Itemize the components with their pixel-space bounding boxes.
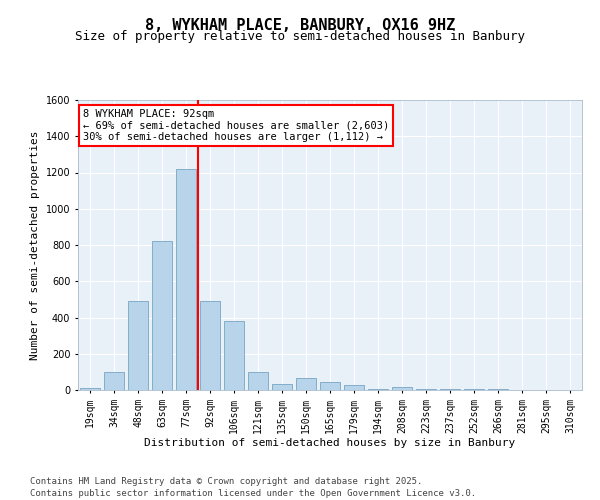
Bar [248,372,268,390]
Bar [152,242,172,390]
Bar [296,378,316,390]
Bar [320,382,340,390]
Bar [368,389,388,390]
Bar [176,169,196,390]
Bar [464,388,484,390]
Text: 8 WYKHAM PLACE: 92sqm
← 69% of semi-detached houses are smaller (2,603)
30% of s: 8 WYKHAM PLACE: 92sqm ← 69% of semi-deta… [83,108,389,142]
Text: 8, WYKHAM PLACE, BANBURY, OX16 9HZ: 8, WYKHAM PLACE, BANBURY, OX16 9HZ [145,18,455,32]
Bar [344,386,364,390]
X-axis label: Distribution of semi-detached houses by size in Banbury: Distribution of semi-detached houses by … [145,438,515,448]
Y-axis label: Number of semi-detached properties: Number of semi-detached properties [30,130,40,360]
Bar [200,301,220,390]
Bar [128,301,148,390]
Text: Contains HM Land Registry data © Crown copyright and database right 2025.
Contai: Contains HM Land Registry data © Crown c… [30,476,476,498]
Bar [104,372,124,390]
Bar [80,388,100,390]
Bar [416,388,436,390]
Text: Size of property relative to semi-detached houses in Banbury: Size of property relative to semi-detach… [75,30,525,43]
Bar [224,321,244,390]
Bar [392,388,412,390]
Bar [272,384,292,390]
